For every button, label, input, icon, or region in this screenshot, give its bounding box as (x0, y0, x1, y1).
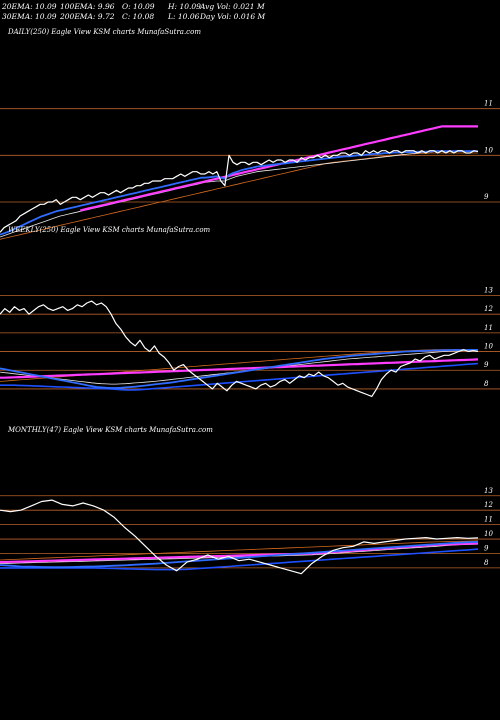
indicator-header: 20EMA: 10.09 100EMA: 9.96 O: 10.09 H: 10… (0, 0, 500, 24)
ema-long-line (0, 358, 479, 379)
y-tick-label: 11 (484, 516, 493, 524)
y-tick-label: 8 (484, 559, 489, 567)
y-tick-label: 9 (484, 544, 489, 552)
y-tick-label: 11 (484, 324, 493, 332)
close-value: C: 10.08 (122, 12, 155, 21)
price-line (0, 150, 479, 233)
high-value: H: 10.09 (168, 2, 201, 11)
weekly-chart: 13 12 11 10 9 8 (0, 286, 500, 397)
day-volume-value: Day Vol: 0.016 M (200, 12, 266, 21)
daily-chart-title: DAILY(250) Eagle View KSM charts MunafaS… (8, 28, 201, 36)
y-tick-label: 8 (484, 380, 489, 388)
y-tick-label: 9 (484, 361, 489, 369)
price-line (0, 300, 479, 397)
y-tick-label: 10 (484, 146, 493, 154)
low-value: L: 10.06 (168, 12, 200, 21)
ema-short-line (0, 150, 478, 236)
monthly-chart: 13 12 11 10 9 8 (0, 487, 500, 575)
open-value: O: 10.09 (122, 2, 155, 11)
monthly-chart-title: MONTHLY(47) Eagle View KSM charts Munafa… (8, 426, 213, 434)
ema-blue-long-line (0, 548, 479, 571)
y-tick-label: 9 (484, 193, 489, 201)
weekly-chart-title: WEEKLY(250) Eagle View KSM charts Munafa… (8, 226, 211, 234)
ema-mid-line (0, 349, 479, 385)
y-tick-label: 12 (484, 501, 493, 509)
ema200-value: 200EMA: 9.72 (60, 12, 115, 21)
y-tick-label: 12 (484, 305, 493, 313)
ema20-value: 20EMA: 10.09 (2, 2, 57, 11)
daily-chart: 11 10 9 (0, 100, 500, 240)
ema30-value: 30EMA: 10.09 (2, 12, 57, 21)
y-tick-label: 13 (484, 487, 493, 495)
avg-volume-value: Avg Vol: 0.021 M (200, 2, 265, 11)
y-tick-label: 10 (484, 343, 493, 351)
y-tick-label: 11 (484, 100, 493, 108)
ema100-value: 100EMA: 9.96 (60, 2, 115, 11)
y-tick-label: 13 (484, 286, 493, 294)
ema-orange-line (0, 540, 479, 561)
ema-short-line (0, 541, 479, 569)
price-line (0, 499, 479, 575)
ema-blue-long-line (0, 362, 479, 391)
ema-short-line (0, 349, 478, 389)
ema-orange-line (0, 152, 478, 240)
ema-mid-line (0, 150, 478, 238)
y-tick-label: 10 (484, 530, 493, 538)
